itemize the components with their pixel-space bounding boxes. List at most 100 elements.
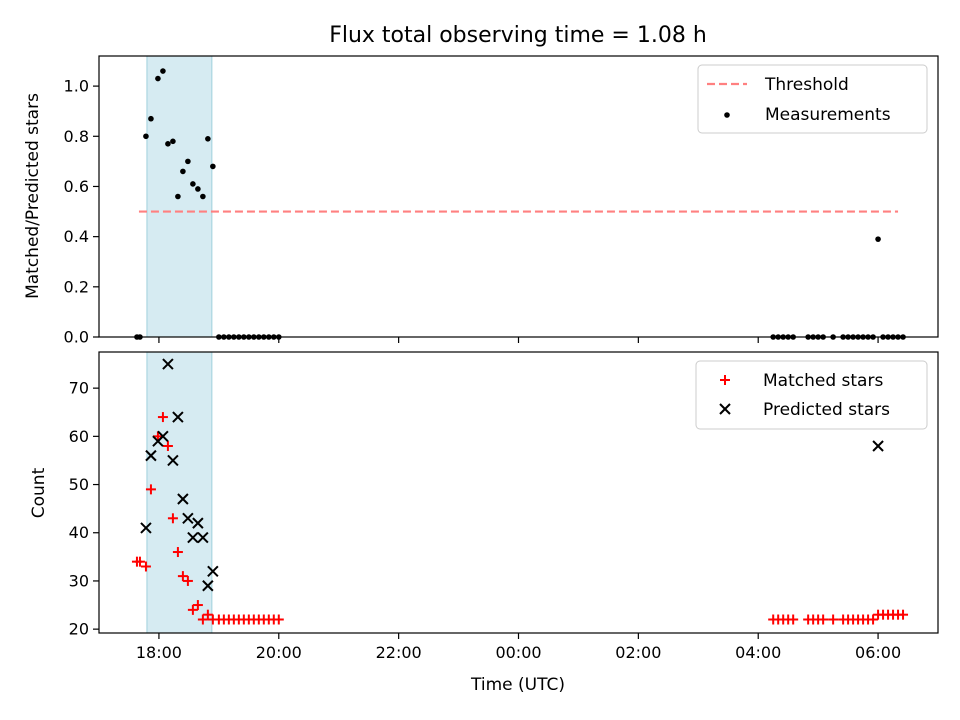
legend-predicted-swatch xyxy=(719,403,731,415)
measurement-point xyxy=(165,141,171,147)
measurement-point xyxy=(775,334,781,340)
measurement-point xyxy=(180,168,186,175)
measurement-point xyxy=(261,334,267,340)
matched-star-point xyxy=(157,412,168,423)
top-y-axis-label: Matched/Predicted stars xyxy=(23,93,43,299)
cross-stroke-b xyxy=(202,580,214,592)
cross-stroke-b xyxy=(719,403,731,415)
predicted-star-point xyxy=(187,531,199,544)
legend-predicted-label: Predicted stars xyxy=(763,400,890,420)
legend-measurements-label: Measurements xyxy=(765,105,891,125)
cross-stroke-b xyxy=(872,440,884,452)
measurement-point xyxy=(200,193,206,200)
predicted-star-point xyxy=(182,512,194,524)
predicted-star-point xyxy=(157,430,169,443)
measurement-point xyxy=(870,334,876,340)
bottom-plot-axes: 20 30 40 50 60 70 18:00 20:00 22:00 00:00 02:00 04:… xyxy=(69,351,939,662)
matched-star-point xyxy=(172,547,183,558)
measurement-point xyxy=(875,236,881,242)
top-y-tick-label: 1.0 xyxy=(64,77,89,96)
measurement-point xyxy=(270,334,277,340)
cross-stroke-b xyxy=(207,565,219,578)
measurement-point xyxy=(275,334,282,340)
bottom-x-tick-label: 22:00 xyxy=(376,643,422,662)
measurement-point xyxy=(785,334,791,340)
top-plot-axes: 0.0 0.2 0.4 0.6 0.8 1.0 Threshold Measurements xyxy=(64,55,939,347)
measurement-point xyxy=(226,334,232,340)
legend-matched-swatch xyxy=(720,375,730,385)
measurement-point xyxy=(900,334,906,340)
predicted-star-point xyxy=(207,565,219,578)
measurement-point xyxy=(850,334,856,340)
x-axis-label: Time (UTC) xyxy=(470,675,565,695)
matched-star-point xyxy=(788,614,799,625)
measurement-point xyxy=(890,334,896,340)
cross-stroke-b xyxy=(140,522,152,534)
cross-stroke-b xyxy=(162,358,174,370)
measurement-point xyxy=(236,334,242,340)
cross-stroke-b xyxy=(172,411,184,423)
matched-star-point xyxy=(192,600,203,611)
matched-star-point xyxy=(828,614,839,625)
top-y-tick-label: 0.2 xyxy=(64,277,89,296)
matched-star-point xyxy=(177,571,188,582)
matched-star-point xyxy=(197,614,208,625)
legend-threshold-label: Threshold xyxy=(764,75,849,95)
bottom-highlight-span xyxy=(146,351,213,634)
measurement-point xyxy=(185,158,191,165)
measurement-point xyxy=(210,163,216,170)
matched-star-point xyxy=(152,431,163,442)
top-legend-box xyxy=(697,64,928,134)
top-y-tick-label: 0.6 xyxy=(64,177,89,196)
measurement-point xyxy=(195,186,201,192)
matched-star-point xyxy=(162,440,173,451)
measurement-point xyxy=(190,181,196,187)
matched-star-point xyxy=(868,614,879,625)
cross-stroke-b xyxy=(197,531,209,544)
bottom-x-tick-label: 06:00 xyxy=(855,643,901,662)
measurement-point xyxy=(205,135,211,142)
matched-star-point xyxy=(898,609,909,620)
predicted-star-point xyxy=(145,449,157,462)
measurement-point xyxy=(845,334,851,340)
bottom-x-tick-label: 00:00 xyxy=(495,643,541,662)
measurement-point xyxy=(216,334,222,340)
bottom-y-axis-label: Count xyxy=(29,467,49,518)
predicted-star-point xyxy=(197,531,209,544)
bottom-x-tick-label: 02:00 xyxy=(615,643,661,662)
measurement-point xyxy=(830,334,836,340)
measurement-point xyxy=(143,133,149,140)
bottom-x-tick-label: 04:00 xyxy=(735,643,781,662)
chart-title: Flux total observing time = 1.08 h xyxy=(329,23,707,48)
matched-star-point xyxy=(187,604,198,615)
measurement-point xyxy=(155,75,161,82)
bottom-y-tick-label: 50 xyxy=(69,475,89,494)
bottom-x-tick-label: 18:00 xyxy=(136,643,182,662)
measurement-point xyxy=(815,334,821,340)
matched-star-point xyxy=(140,561,151,572)
predicted-star-point xyxy=(140,522,152,534)
bottom-x-tick-label: 20:00 xyxy=(256,643,302,662)
cross-stroke-b xyxy=(145,449,157,462)
measurement-point xyxy=(820,334,826,340)
matched-star-point xyxy=(134,556,145,567)
measurement-point xyxy=(241,334,247,340)
measurement-point xyxy=(175,193,181,200)
measurement-point xyxy=(895,334,901,340)
measurement-point xyxy=(221,334,227,340)
measurement-point xyxy=(885,334,891,340)
bottom-y-tick-label: 40 xyxy=(69,523,89,542)
bottom-y-tick-label: 20 xyxy=(69,620,89,639)
matched-star-point xyxy=(273,614,284,625)
measurement-point xyxy=(160,68,166,74)
measurement-point xyxy=(790,334,796,340)
legend-matched-label: Matched stars xyxy=(763,371,883,391)
predicted-star-point xyxy=(177,493,189,505)
measurement-point xyxy=(840,334,846,340)
predicted-star-point xyxy=(192,517,204,529)
measurement-point xyxy=(265,334,272,340)
predicted-star-point xyxy=(167,454,179,467)
cross-stroke-b xyxy=(177,493,189,505)
bottom-y-tick-label: 30 xyxy=(69,571,89,590)
